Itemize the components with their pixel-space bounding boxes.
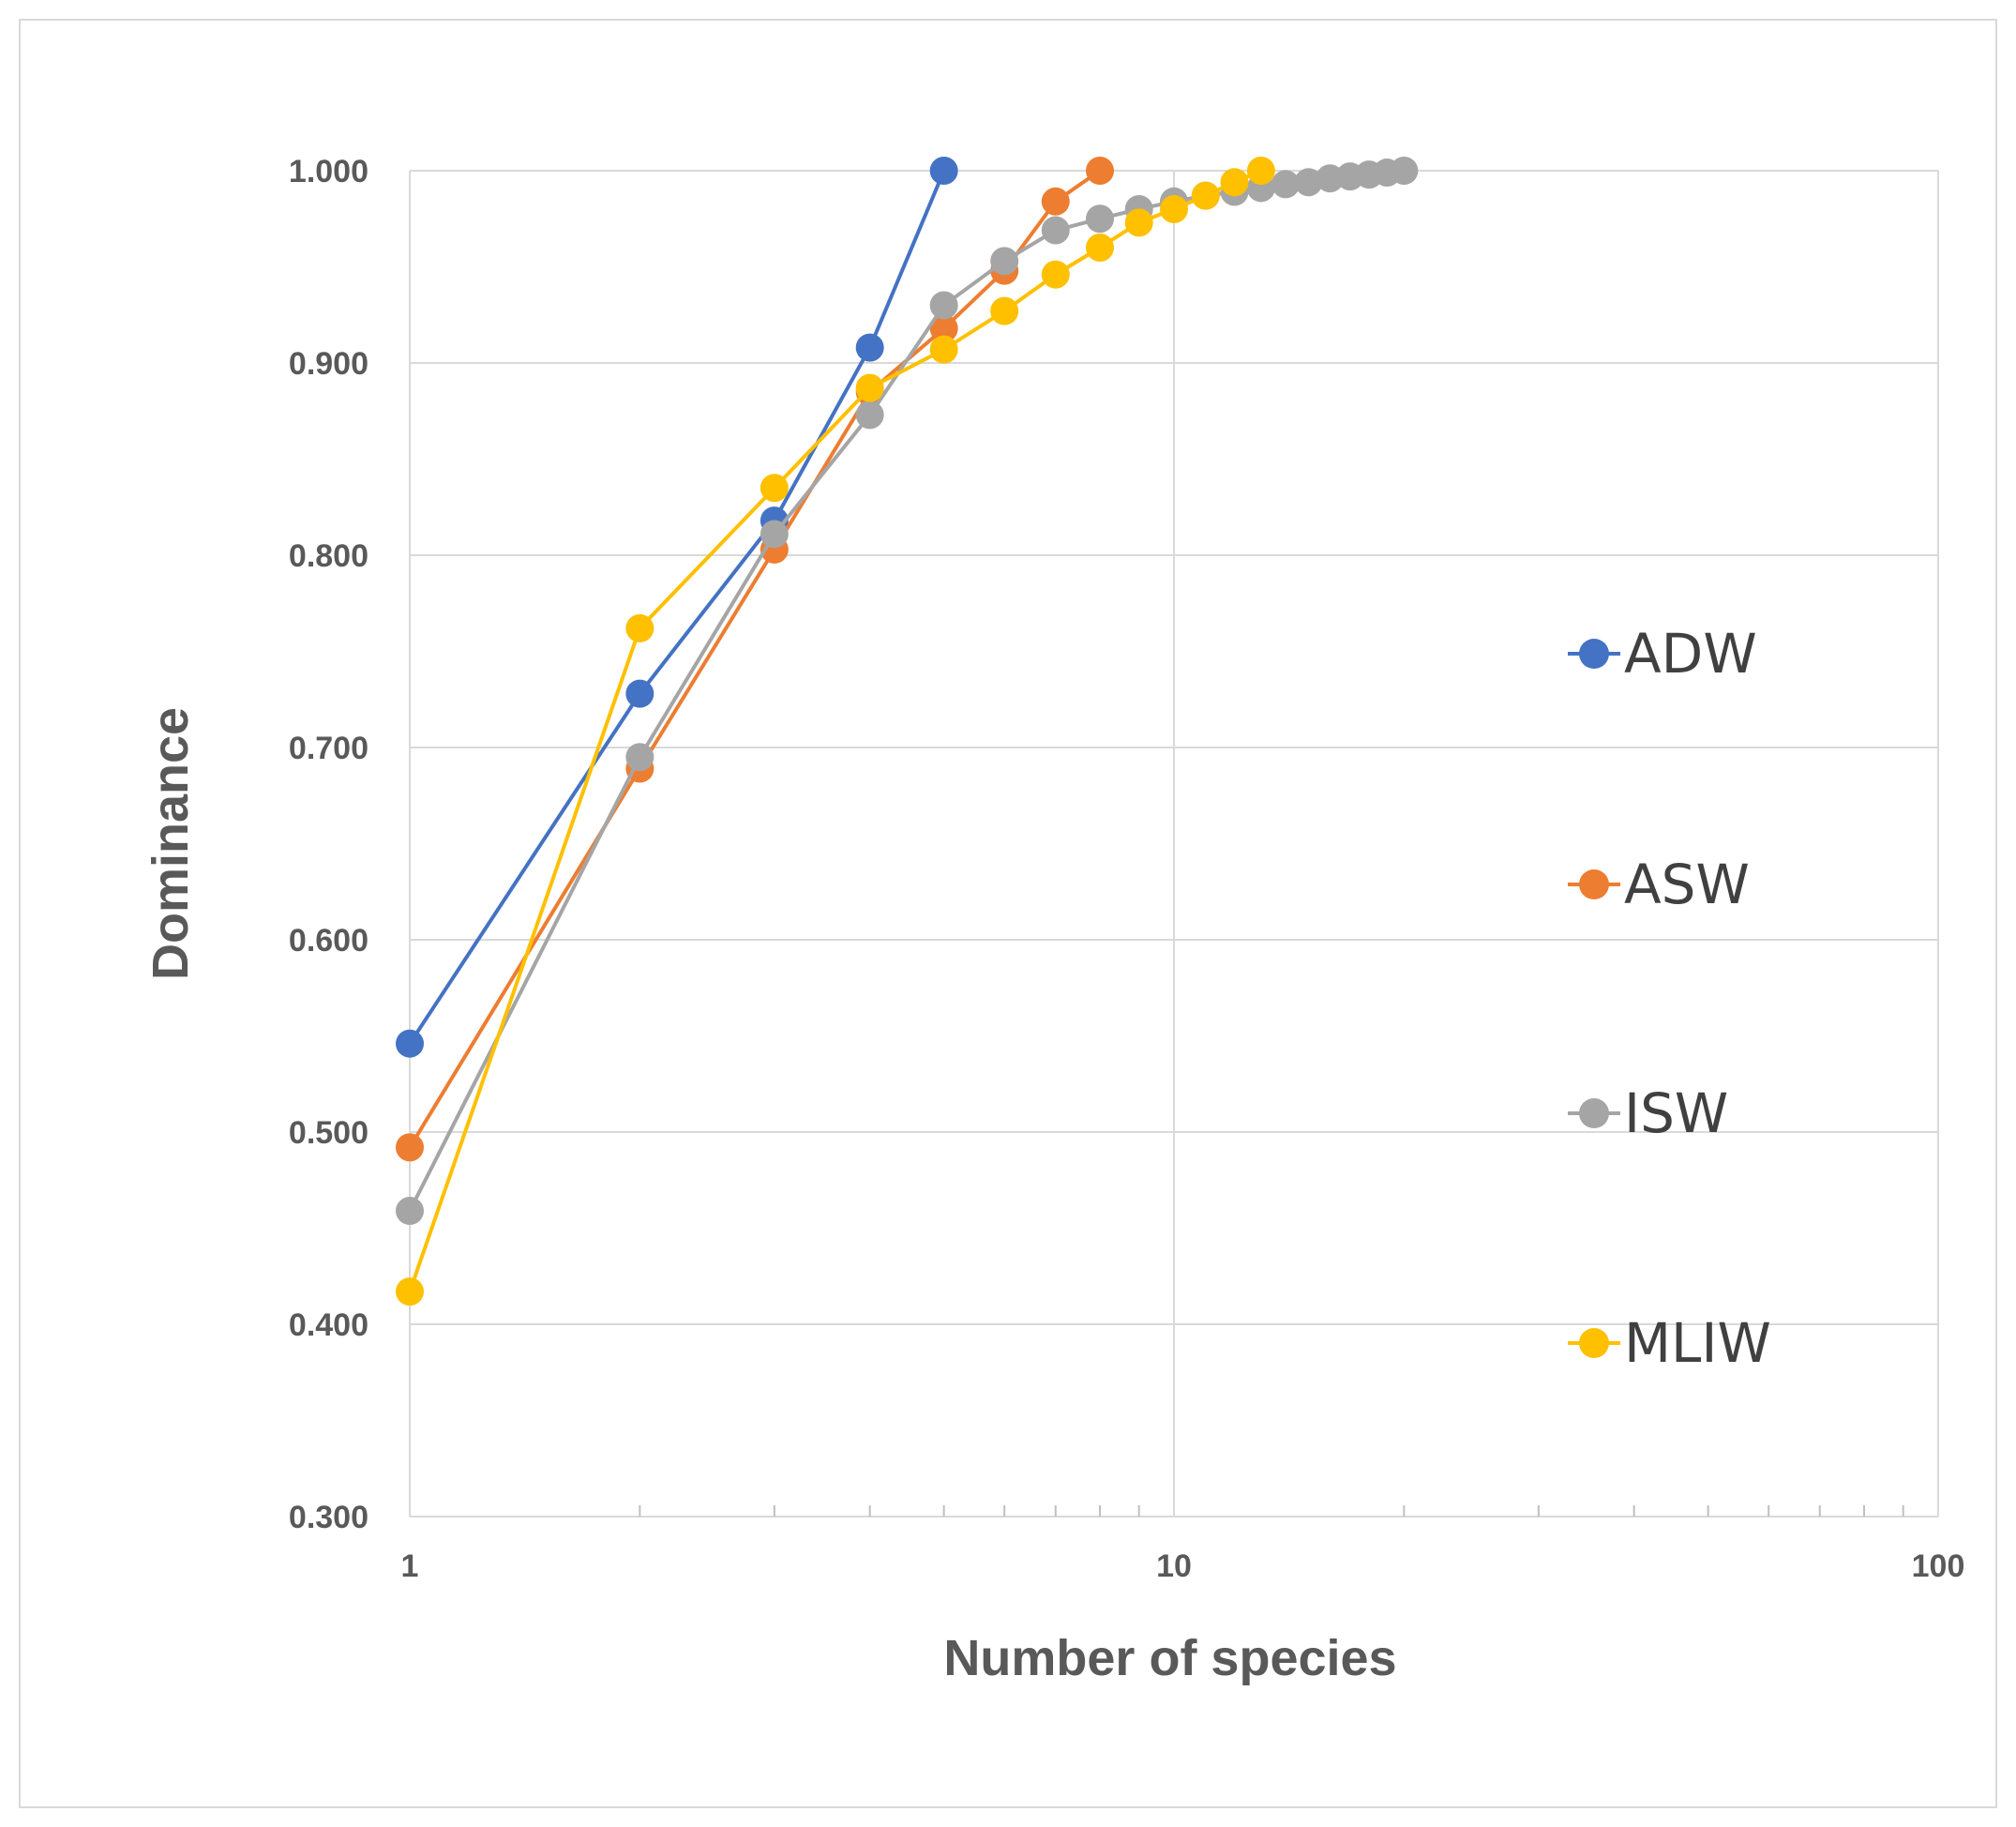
data-point	[855, 373, 884, 402]
legend: ADW ASW ISW MLIW	[1568, 622, 1771, 1375]
data-point	[396, 1277, 424, 1306]
data-point	[760, 520, 789, 549]
series-line-mliw	[408, 169, 1262, 1292]
x-tick-labels: 1 10 100	[401, 1548, 1965, 1584]
data-point	[1041, 216, 1070, 245]
data-point	[396, 1029, 424, 1058]
data-point	[1294, 168, 1323, 197]
x-tick-label: 10	[1156, 1548, 1192, 1584]
data-point	[1086, 234, 1115, 262]
legend-item-adw: ADW	[1568, 622, 1757, 686]
y-tick-label: 0.800	[289, 538, 369, 574]
legend-label: ADW	[1624, 622, 1757, 686]
y-tick-label: 0.900	[289, 346, 369, 382]
legend-label: ISW	[1624, 1081, 1728, 1145]
data-point	[1191, 181, 1220, 210]
data-point	[625, 679, 654, 708]
data-point	[1220, 168, 1249, 197]
legend-swatch-marker	[1579, 869, 1609, 899]
gridlines	[409, 170, 1939, 1517]
data-point	[929, 335, 958, 364]
y-axis-title: Dominance	[143, 707, 199, 980]
data-point	[1124, 208, 1153, 237]
data-point	[1041, 187, 1070, 216]
data-point	[855, 333, 884, 362]
data-point	[625, 743, 654, 772]
series-adw	[396, 157, 958, 1058]
legend-label: MLIW	[1624, 1311, 1771, 1375]
series-mliw	[396, 157, 1275, 1306]
legend-item-asw: ASW	[1568, 853, 1750, 916]
x-tick-label: 100	[1912, 1548, 1965, 1584]
data-point	[929, 314, 958, 343]
series-isw	[396, 157, 1419, 1226]
series-line-isw	[408, 169, 1405, 1212]
y-tick-label: 0.600	[289, 923, 369, 959]
data-point	[396, 1133, 424, 1162]
data-point	[1041, 260, 1070, 289]
data-point	[760, 474, 789, 503]
data-point	[625, 613, 654, 642]
data-point	[990, 296, 1019, 325]
legend-label: ASW	[1624, 853, 1750, 916]
x-tick-label: 1	[401, 1548, 419, 1584]
y-tick-label: 0.700	[289, 731, 369, 766]
series-group	[396, 157, 1419, 1306]
data-point	[1160, 195, 1188, 223]
series-line-adw	[408, 170, 946, 1045]
data-point	[1086, 157, 1115, 185]
legend-swatch-marker	[1579, 639, 1609, 669]
data-point	[990, 247, 1019, 276]
data-point	[1086, 204, 1115, 234]
data-point	[855, 400, 884, 430]
legend-swatch-marker	[1579, 1098, 1609, 1128]
y-tick-labels: 0.300 0.400 0.500 0.600 0.700 0.800 0.900 1.000	[289, 154, 369, 1535]
x-axis-title: Number of species	[943, 1630, 1396, 1686]
data-point	[929, 157, 958, 185]
data-point	[929, 291, 958, 320]
y-tick-label: 0.400	[289, 1307, 369, 1343]
y-tick-label: 0.500	[289, 1115, 369, 1151]
y-tick-label: 0.300	[289, 1500, 369, 1535]
y-tick-label: 1.000	[289, 154, 369, 189]
legend-swatch-marker	[1579, 1328, 1609, 1358]
legend-item-mliw: MLIW	[1568, 1311, 1771, 1375]
data-point	[396, 1197, 424, 1226]
legend-item-isw: ISW	[1568, 1081, 1728, 1145]
data-point	[1271, 170, 1301, 199]
data-point	[1390, 157, 1419, 185]
data-point	[1246, 157, 1275, 185]
